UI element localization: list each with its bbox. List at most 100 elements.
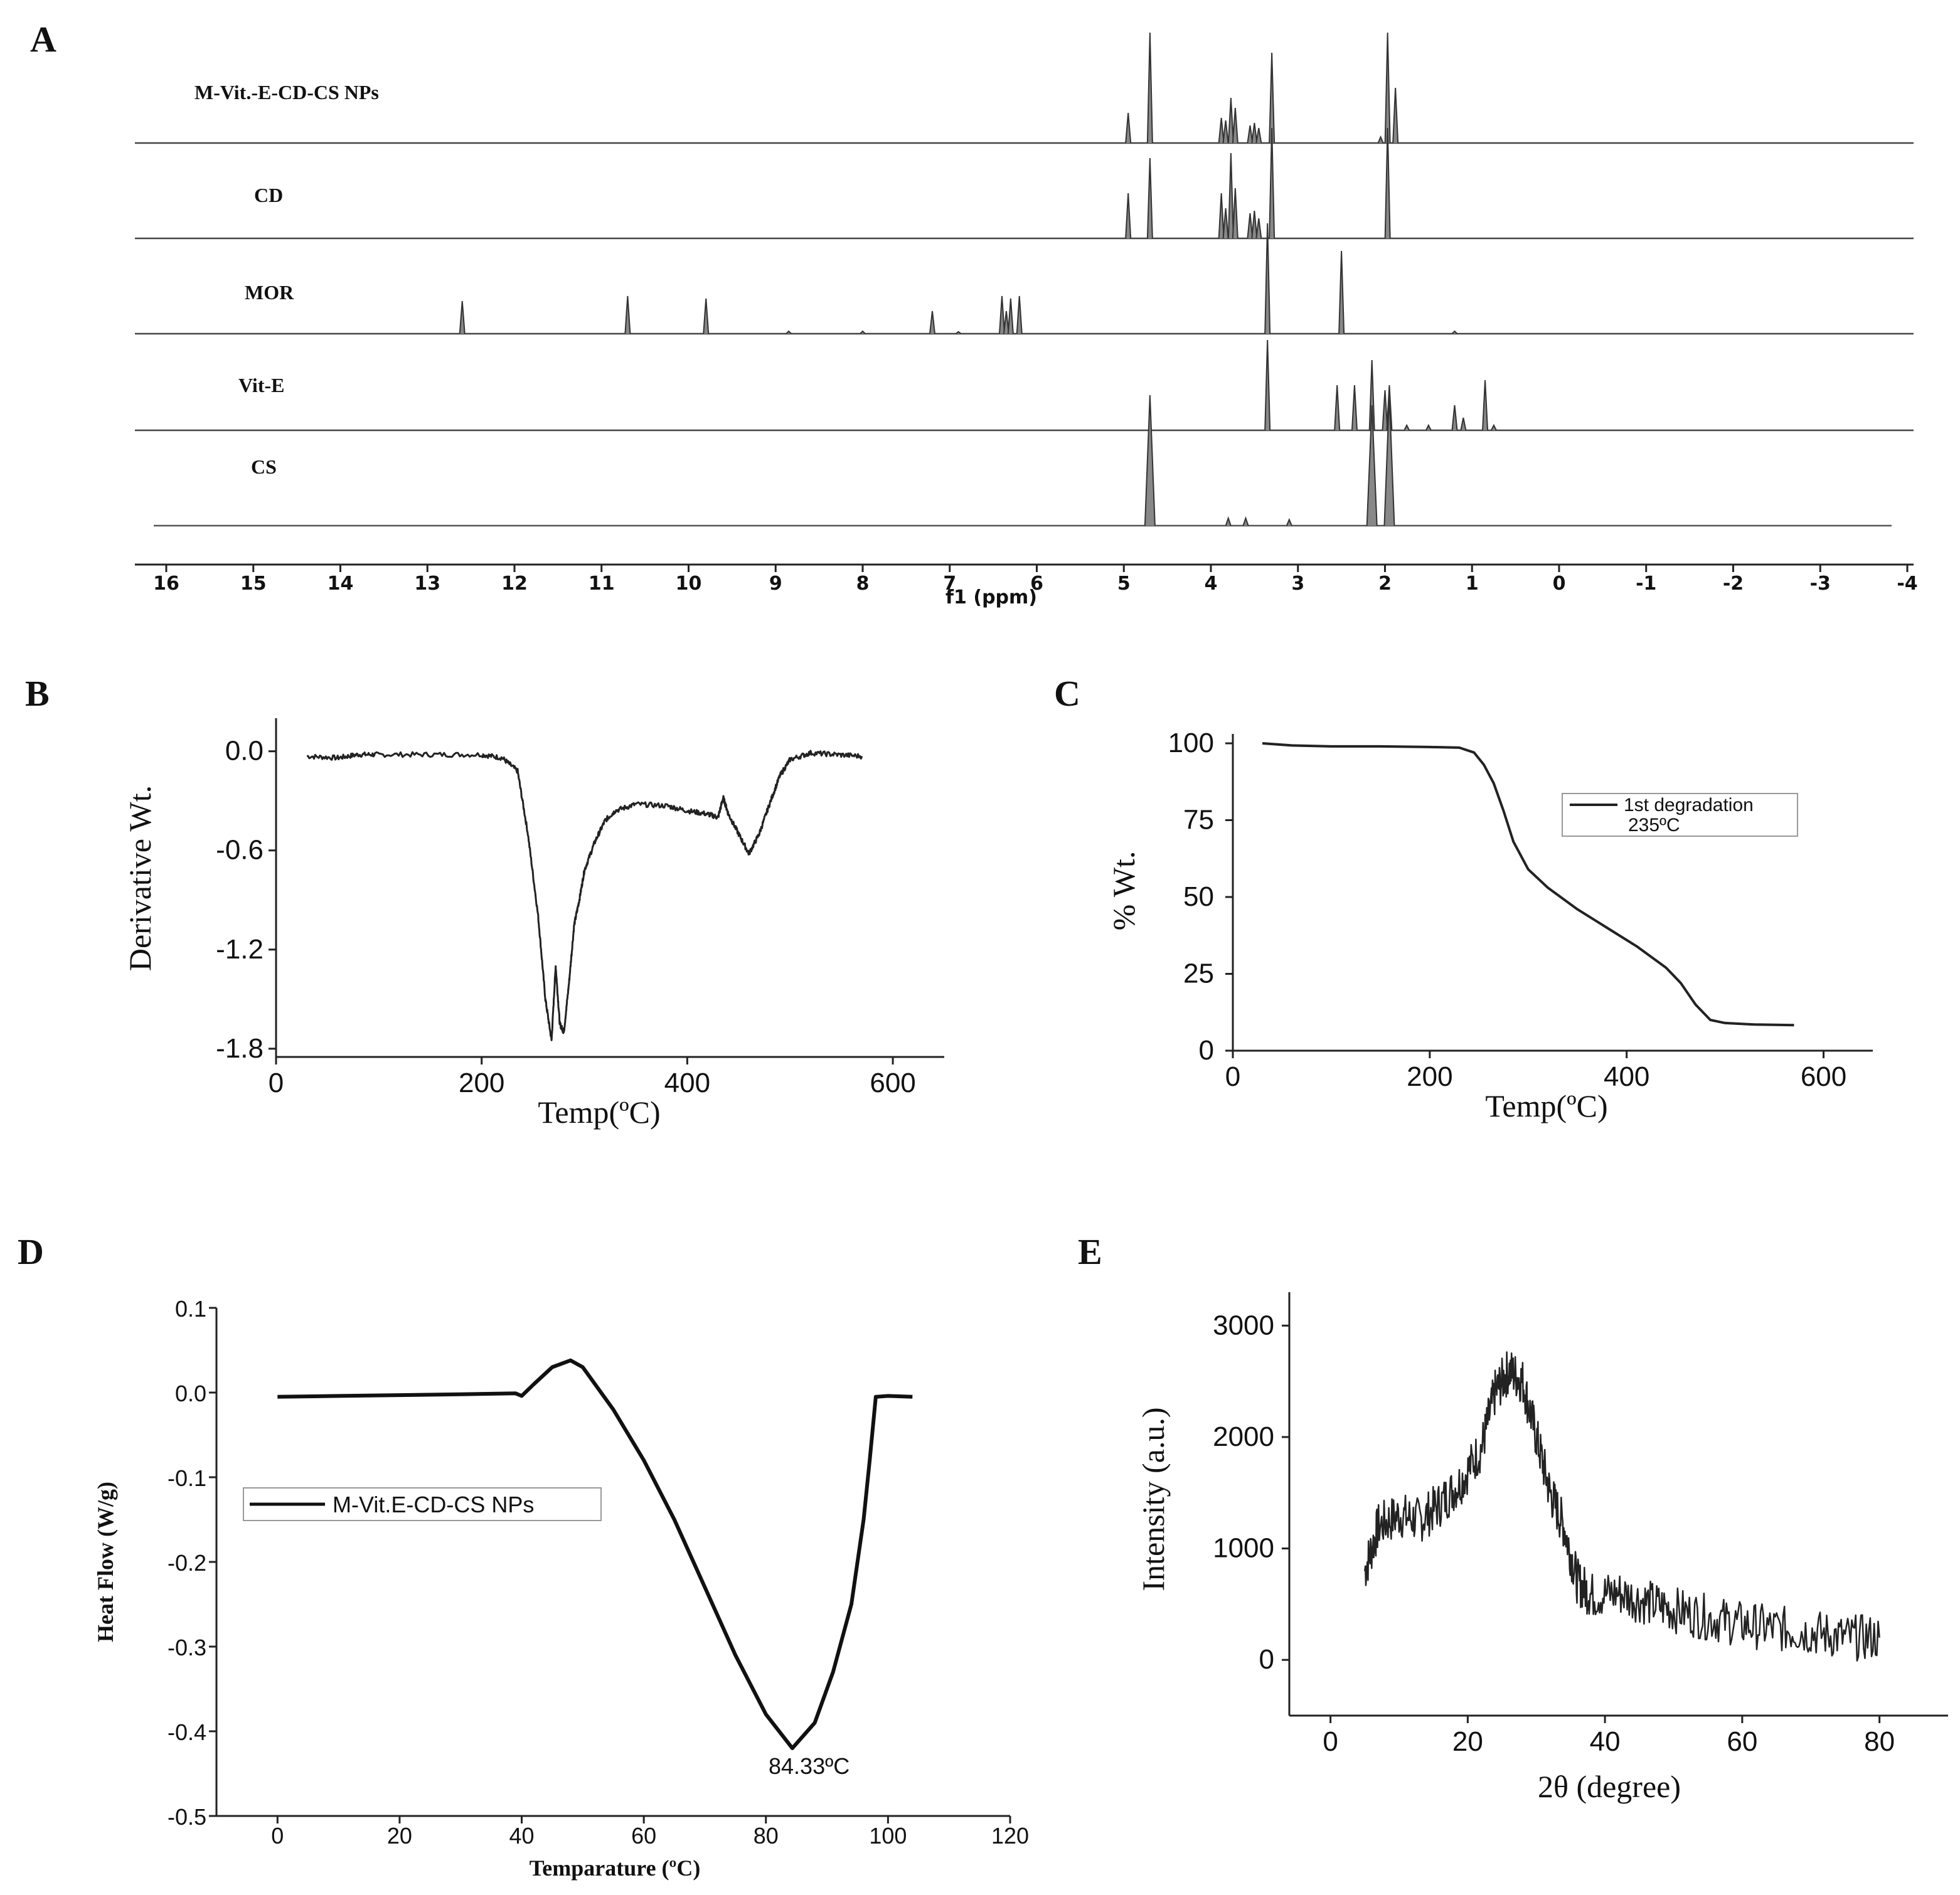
nmr-peak <box>1366 405 1378 526</box>
nmr-trace-1 <box>135 32 1914 144</box>
nmr-peak <box>1232 188 1238 239</box>
nmr-peak <box>1125 112 1132 144</box>
dtg-y-tick-label: -0.6 <box>216 835 264 866</box>
tga-legend-text-2: 235ºC <box>1628 815 1680 836</box>
nmr-peak <box>1146 157 1153 239</box>
nmr-peak <box>929 311 935 334</box>
dsc-x-tick-label: 120 <box>991 1823 1029 1849</box>
tga-x-tick-label: 0 <box>1225 1061 1240 1092</box>
dsc-x-tick-label: 80 <box>754 1823 779 1849</box>
tga-curve <box>1262 742 1794 1027</box>
nmr-x-tick-label: -3 <box>1810 573 1831 595</box>
nmr-x-tick-label: 3 <box>1291 573 1304 595</box>
nmr-peak <box>1338 250 1345 334</box>
dtg-x-tick-label: 600 <box>870 1068 915 1098</box>
nmr-peak <box>1269 127 1276 239</box>
xrd-y-axis-label: Intensity (a.u.) <box>1136 1408 1171 1591</box>
dtg-y-tick-label: -1.2 <box>216 934 264 965</box>
tga-x-tick-label: 400 <box>1604 1061 1649 1092</box>
dsc-x-tick-label: 0 <box>271 1823 284 1849</box>
xrd-y-tick-label: 3000 <box>1213 1310 1274 1340</box>
nmr-peak <box>1384 127 1391 239</box>
nmr-peak <box>1377 135 1384 144</box>
dtg-x-axis-label: Temp(ºC) <box>538 1095 660 1130</box>
tga-x-tick-label: 200 <box>1407 1061 1452 1092</box>
dtg-x-tick-label: 200 <box>459 1068 504 1098</box>
nmr-x-tick-label: -2 <box>1723 573 1744 595</box>
nmr-x-tick-label: -1 <box>1636 573 1656 595</box>
dtg-x-tick-label: 0 <box>269 1068 284 1098</box>
nmr-trace-label: Vit-E <box>238 374 284 396</box>
nmr-peak <box>860 330 866 334</box>
dtg-y-tick-label: -1.8 <box>216 1033 264 1064</box>
tga-y-axis-label: % Wt. <box>1106 851 1141 931</box>
nmr-trace-2 <box>135 127 1914 240</box>
nmr-peak <box>1225 516 1232 526</box>
nmr-peak <box>1232 107 1238 144</box>
dsc-y-tick-label: 0.1 <box>175 1296 206 1322</box>
nmr-trace-3 <box>135 223 1914 335</box>
nmr-trace-labels: M-Vit.-E-CD-CS NPs CD MOR Vit-E CS <box>194 81 379 478</box>
nmr-x-tick-label: 8 <box>856 573 870 595</box>
nmr-x-tick-label: 14 <box>328 573 354 595</box>
nmr-peak <box>624 295 631 334</box>
dtg-y-tick-label: 0.0 <box>225 736 264 767</box>
nmr-trace-label: CD <box>254 184 283 206</box>
dtg-x-tick-label: 400 <box>664 1068 710 1098</box>
nmr-x-tick-label: 0 <box>1553 573 1566 595</box>
nmr-peak <box>1460 417 1467 431</box>
nmr-peak <box>1242 516 1249 526</box>
nmr-trace-label: CS <box>251 455 277 478</box>
dsc-y-tick-label: 0.0 <box>175 1381 206 1406</box>
nmr-peak <box>1451 405 1458 431</box>
tga-y-tick-label: 50 <box>1183 881 1214 912</box>
nmr-trace-label: M-Vit.-E-CD-CS NPs <box>194 81 379 104</box>
nmr-peak <box>1368 359 1375 431</box>
panel-label-c: C <box>1054 673 1080 714</box>
nmr-peak <box>1247 213 1254 239</box>
nmr-peak <box>1491 423 1497 431</box>
dsc-y-tick-label: -0.3 <box>168 1635 206 1660</box>
xrd-chart: 0 20 40 60 80 0 1000 2000 3000 2θ (degree) Inten… <box>1136 1292 1948 1804</box>
dsc-y-tick-label: -0.4 <box>168 1719 206 1745</box>
nmr-peak <box>1255 218 1262 239</box>
nmr-x-tick-label: 4 <box>1205 573 1218 595</box>
nmr-x-axis-label: f1 (ppm) <box>945 587 1037 608</box>
nmr-peak <box>1264 223 1271 334</box>
nmr-x-tick-label: 10 <box>676 573 702 595</box>
nmr-peak <box>1227 152 1234 239</box>
xrd-x-tick-label: 80 <box>1864 1726 1895 1757</box>
nmr-peak <box>1218 117 1225 144</box>
xrd-y-tick-label: 0 <box>1259 1644 1274 1675</box>
nmr-x-tick-label: 9 <box>769 573 782 595</box>
dsc-legend: M-Vit.E-CD-CS NPs <box>243 1487 602 1521</box>
nmr-peak <box>1251 122 1258 144</box>
nmr-peak <box>1482 380 1489 431</box>
nmr-peak <box>1264 339 1271 431</box>
nmr-peak <box>956 331 962 334</box>
nmr-x-tick-label: 2 <box>1378 573 1392 595</box>
nmr-trace-4 <box>135 339 1914 432</box>
panel-label-d: D <box>18 1231 44 1272</box>
dsc-peak-annotation: 84.33ºC <box>769 1753 850 1779</box>
nmr-peak <box>1383 395 1395 526</box>
xrd-x-tick-label: 40 <box>1590 1726 1621 1757</box>
dsc-y-tick-label: -0.2 <box>168 1550 206 1576</box>
nmr-x-tick-label: 7 <box>943 573 956 595</box>
panel-label-a: A <box>30 19 56 60</box>
nmr-peak <box>999 295 1005 334</box>
dtg-ticks: 0 200 400 600 0.0 -0.6 -1.2 -1.8 <box>216 736 916 1098</box>
nmr-peak <box>1334 385 1341 431</box>
nmr-x-tick-label: 11 <box>589 573 615 595</box>
nmr-peak <box>1451 330 1458 334</box>
xrd-x-tick-label: 60 <box>1727 1726 1757 1757</box>
nmr-peak <box>1222 208 1229 239</box>
tga-legend-text-1: 1st degradation <box>1624 795 1754 815</box>
nmr-peak <box>1251 210 1258 239</box>
dsc-ticks: 0 20 40 60 80 100 120 0.1 0.0 -0.1 -0.2 -0.3 -0.4 -0.… <box>168 1296 1029 1849</box>
dtg-curve <box>306 750 863 1041</box>
nmr-peak <box>1003 311 1009 334</box>
nmr-peak <box>1016 295 1023 334</box>
